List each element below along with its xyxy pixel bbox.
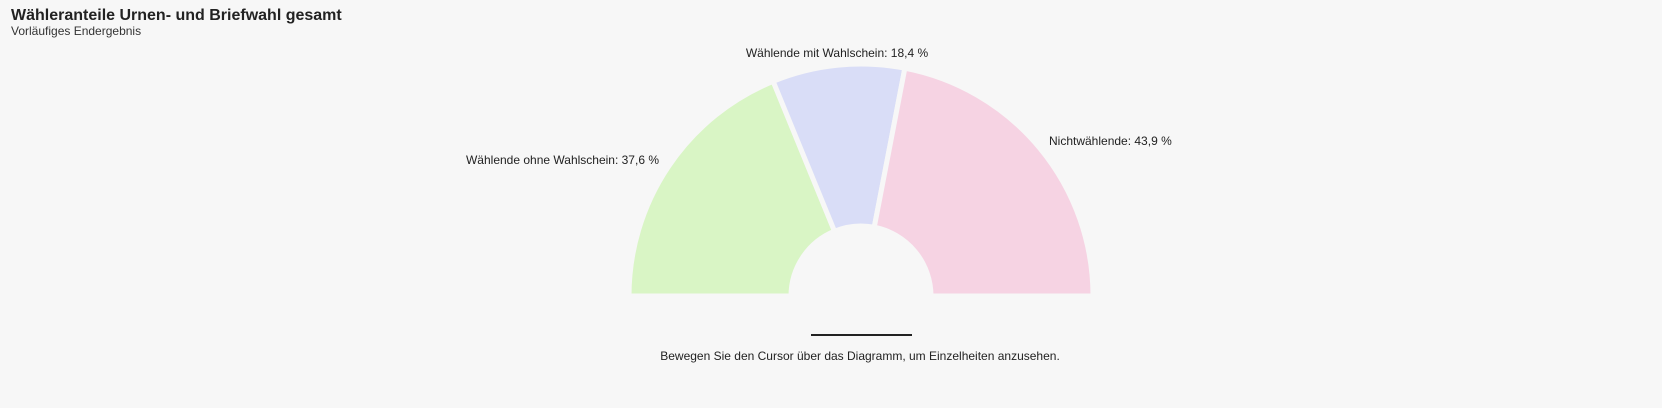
slice-label-2: Wählende mit Wahlschein: 18,4 % — [746, 46, 929, 60]
hover-hint: Bewegen Sie den Cursor über das Diagramm… — [660, 349, 1060, 363]
divider-line — [811, 334, 912, 336]
chart-title: Wähleranteile Urnen- und Briefwahl gesam… — [11, 7, 342, 24]
slice-label-1: Wählende ohne Wahlschein: 37,6 % — [466, 153, 659, 167]
pie-slice-3[interactable] — [871, 65, 1096, 299]
slice-label-3: Nichtwählende: 43,9 % — [1049, 134, 1172, 148]
chart-subtitle: Vorläufiges Endergebnis — [11, 24, 142, 38]
pie-slice-1[interactable] — [626, 78, 837, 299]
pie-slice-2[interactable] — [770, 61, 908, 234]
